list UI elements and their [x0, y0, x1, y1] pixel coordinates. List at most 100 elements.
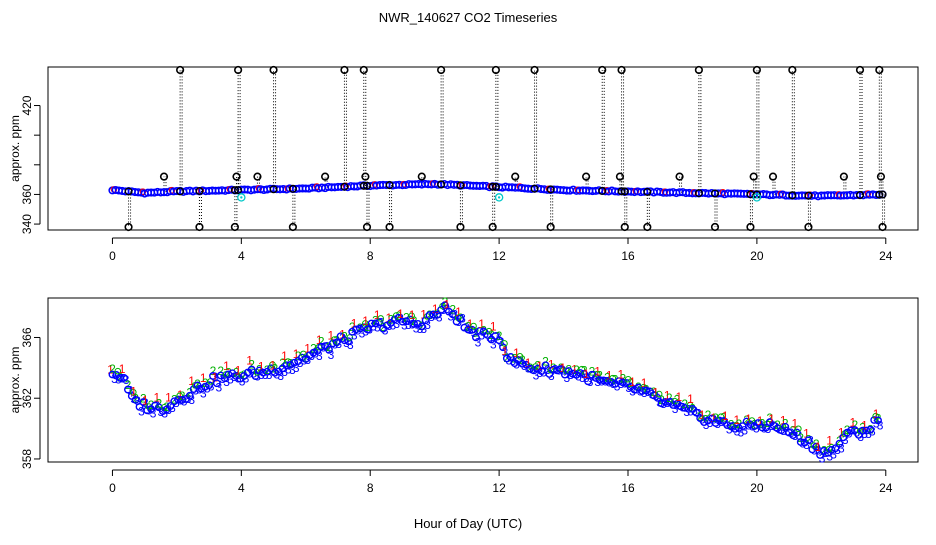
x-axis-label: Hour of Day (UTC): [414, 516, 522, 531]
mid-flag-point: [361, 172, 370, 181]
primary-point: [398, 317, 407, 326]
series-1-label: 1: [676, 390, 683, 404]
series-3-label: 3: [784, 425, 791, 439]
series-3-label: 3: [556, 364, 563, 378]
series-3-label: 3: [525, 361, 532, 375]
series-3-label: 3: [285, 363, 292, 377]
primary-point: [843, 428, 852, 437]
series-1-label: 1: [525, 356, 532, 370]
series-3-label: 3: [351, 329, 358, 343]
series-2-label: 2: [480, 324, 487, 338]
primary-point: [545, 370, 554, 378]
series-1-label: 1: [467, 317, 474, 331]
series-3-label: 3: [138, 405, 145, 419]
series-3-label: 3: [134, 394, 141, 408]
primary-point: [715, 416, 724, 425]
series-3-label: 3: [432, 309, 439, 323]
primary-point: [734, 424, 743, 432]
primary-point: [201, 382, 210, 391]
series-1-label: 1: [757, 414, 764, 428]
series-1-label: 1: [130, 385, 137, 399]
series-1-label: 1: [165, 391, 172, 405]
primary-point: [816, 451, 824, 459]
flag-base-point: [269, 185, 278, 194]
series-1-label: 1: [699, 408, 706, 422]
primary-point: [518, 359, 527, 368]
series-3-label: 3: [328, 348, 335, 362]
primary-point: [696, 414, 705, 422]
flag-base-point: [340, 182, 349, 191]
series-1-label: 1: [768, 412, 775, 426]
series-1-label: 1: [722, 409, 729, 423]
x-tick-label: 16: [621, 481, 635, 495]
series-1-label: 1: [641, 376, 648, 390]
primary-point: [591, 374, 600, 382]
primary-point: [572, 370, 581, 379]
plot-frame: [47, 297, 919, 463]
primary-point: [495, 336, 504, 345]
secondary-point: [408, 312, 415, 320]
series-1-label: 1: [490, 320, 497, 334]
primary-point: [143, 406, 152, 415]
primary-point: [437, 305, 446, 314]
series-3-label: 3: [838, 441, 845, 455]
series-2-label: 2: [217, 364, 224, 378]
low-flag-point: [746, 222, 755, 232]
primary-point: [491, 332, 500, 340]
primary-point: [862, 426, 871, 435]
flag-base-point: [546, 185, 555, 194]
x-tick-label: 12: [492, 481, 506, 495]
secondary-point: [269, 361, 276, 368]
primary-point: [328, 339, 337, 348]
primary-point: [209, 372, 217, 380]
series-2-label: 2: [125, 378, 132, 392]
primary-point: [464, 325, 473, 334]
series-3-label: 3: [815, 444, 822, 458]
series-1-label: 1: [386, 311, 393, 325]
series-3-label: 3: [571, 367, 578, 381]
primary-point: [854, 430, 863, 439]
series-2-label: 2: [573, 363, 580, 377]
primary-point: [340, 336, 349, 345]
series-2-label: 2: [797, 431, 804, 445]
series-1-label: 1: [351, 317, 358, 331]
series-1-label: 1: [212, 371, 219, 385]
primary-point: [282, 361, 291, 370]
baseline-point-alt: [371, 181, 379, 188]
series-2-label: 2: [434, 307, 441, 321]
series-3-label: 3: [680, 401, 687, 415]
primary-point: [758, 423, 766, 432]
series-2-label: 2: [751, 417, 758, 431]
primary-point: [348, 327, 357, 336]
low-flag-point: [195, 222, 204, 232]
primary-point: [646, 387, 654, 396]
primary-point: [406, 315, 415, 324]
series-3-label: 3: [231, 370, 238, 384]
cyan-point-center: [240, 196, 243, 199]
baseline-point-alt: [342, 182, 350, 190]
baseline-point-alt: [603, 186, 611, 194]
series-1-label: 1: [803, 426, 810, 440]
series-1-label: 1: [838, 426, 845, 440]
mid-flag-point: [615, 172, 625, 181]
series-2-label: 2: [627, 376, 634, 390]
primary-point: [746, 420, 755, 429]
baseline-point-alt: [835, 191, 843, 198]
high-flag-point: [617, 65, 626, 75]
series-1-label: 1: [397, 307, 404, 321]
series-2-label: 2: [821, 443, 828, 457]
series-1-label: 1: [200, 371, 207, 385]
flag-base-point: [746, 190, 755, 199]
series-3-label: 3: [478, 328, 485, 342]
high-flag-point: [694, 65, 703, 75]
primary-point: [812, 442, 821, 451]
x-tick-label: 24: [879, 249, 893, 263]
series-2-label: 2: [496, 329, 503, 343]
series-3-label: 3: [850, 423, 857, 437]
series-1-label: 1: [154, 391, 161, 405]
series-3-label: 3: [119, 371, 126, 385]
primary-point: [506, 353, 515, 361]
series-3-label: 3: [308, 349, 315, 363]
primary-point: [363, 325, 372, 334]
